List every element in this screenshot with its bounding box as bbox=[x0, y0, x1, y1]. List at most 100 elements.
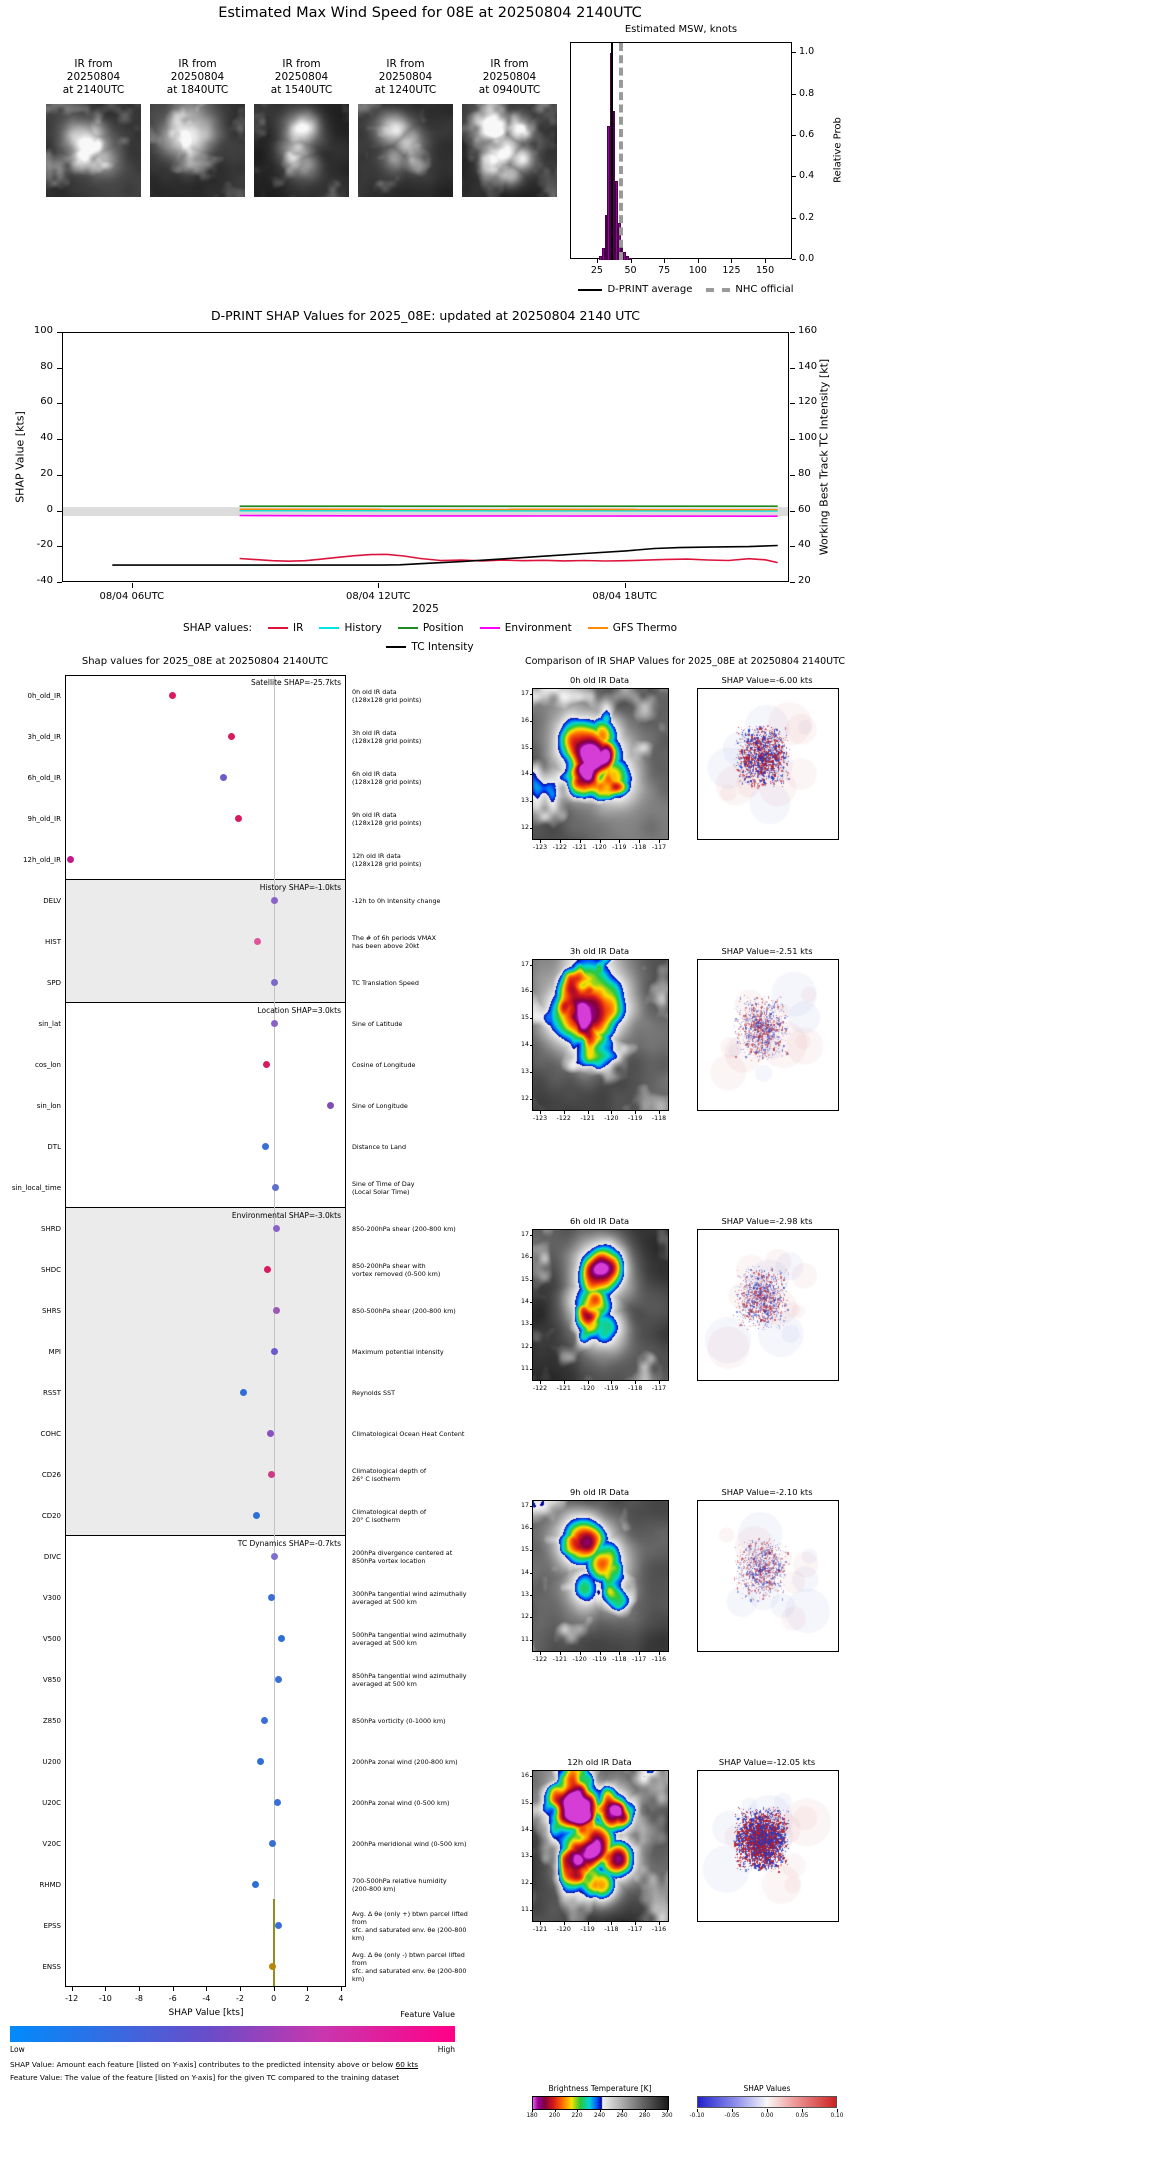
ir-xtick-mark bbox=[563, 1110, 565, 1114]
dotplot-section-label: Satellite SHAP=-25.7kts bbox=[250, 678, 341, 687]
ir-xtick-label: -118 bbox=[632, 844, 647, 851]
ts-legend-swatch bbox=[268, 627, 289, 629]
series-ir bbox=[239, 553, 778, 564]
shap-cb-tick-mark bbox=[697, 2109, 698, 2112]
feature-dot-DTL bbox=[261, 1143, 269, 1150]
ir-ytick-mark bbox=[530, 1369, 533, 1370]
feature-name-HIST: HIST bbox=[44, 937, 61, 946]
series-tc-intensity bbox=[112, 544, 778, 566]
feature-value-colorbar-title: Feature Value bbox=[400, 2010, 455, 2019]
dotplot-xtick-mark bbox=[307, 1987, 309, 1991]
feature-name-MPI: MPI bbox=[48, 1347, 61, 1356]
ir-ytick-label: 12 bbox=[520, 824, 529, 831]
ts-xtick-mark bbox=[378, 583, 380, 588]
feature-dot-SHDC bbox=[264, 1266, 272, 1273]
ir-ytick-mark bbox=[530, 1346, 533, 1348]
dotplot-xtick-label: -10 bbox=[98, 1994, 112, 2003]
ts-xtick-label: 08/04 06UTC bbox=[99, 591, 165, 602]
feature-dot-SHRS bbox=[272, 1307, 280, 1314]
histogram-xtick-label: 150 bbox=[756, 265, 775, 276]
histogram-xtick-mark bbox=[731, 259, 733, 263]
ts-left-tick-mark bbox=[57, 582, 62, 583]
feature-dot-CD26 bbox=[267, 1471, 275, 1478]
feature-name-SHRS: SHRS bbox=[41, 1306, 61, 1315]
ir-xtick-mark bbox=[540, 840, 541, 843]
footnote-underlined-text: 60 kts bbox=[395, 2060, 419, 2069]
ir-ytick-mark bbox=[530, 1018, 533, 1020]
bt-cb-tick-label: 180 bbox=[526, 2113, 538, 2119]
feature-name-COHC: COHC bbox=[40, 1429, 61, 1438]
ir-xtick-label: -119 bbox=[604, 1385, 619, 1392]
bt-cb-tick-mark bbox=[644, 2109, 646, 2112]
feature-desc: Sine of Latitude bbox=[352, 1019, 403, 1028]
ir-ytick-label: 16 bbox=[520, 716, 529, 724]
feature-desc: 200hPa meridional wind (0-500 km) bbox=[352, 1839, 467, 1848]
feature-desc: Avg. Δ θe (only +) btwn parcel lifted fr… bbox=[352, 1909, 468, 1942]
ir-xtick-mark bbox=[635, 1110, 637, 1114]
ir-thumbnail-canvas-0 bbox=[46, 104, 141, 197]
ir-xtick-label: -117 bbox=[632, 1655, 647, 1663]
feature-dot-SPD bbox=[270, 979, 278, 986]
ir-xtick-mark bbox=[579, 1651, 581, 1655]
ir-thumbnail-label: IR from 20250804 at 1240UTC bbox=[352, 58, 459, 97]
ir-xtick-mark bbox=[659, 1381, 660, 1384]
ir-thumbnail-3: IR from 20250804 at 1240UTC bbox=[358, 58, 453, 198]
feature-desc: Climatological depth of 20° C isotherm bbox=[352, 1507, 427, 1524]
histogram-ytick-label: 0.8 bbox=[799, 87, 815, 99]
ir-xtick-mark bbox=[659, 1922, 660, 1925]
ts-legend-swatch bbox=[386, 646, 407, 648]
series-environment bbox=[239, 514, 778, 517]
ir-xtick-mark bbox=[619, 840, 621, 843]
timeseries-title: D-PRINT SHAP Values for 2025_08E: update… bbox=[210, 308, 641, 323]
ts-legend-label: TC Intensity bbox=[411, 641, 474, 653]
histogram-ytick-label: 0.0 bbox=[799, 253, 815, 264]
feature-desc: Maximum potential intensity bbox=[352, 1347, 444, 1356]
feature-dot-DIVC bbox=[270, 1553, 278, 1560]
ir-thumbnail-label-line: 20250804 bbox=[170, 71, 225, 83]
ts-left-tick-mark bbox=[57, 439, 62, 441]
ir-xtick-label: -117 bbox=[628, 1926, 643, 1933]
feature-desc: 200hPa zonal wind (0-500 km) bbox=[352, 1798, 450, 1807]
ir-ytick-mark bbox=[530, 1302, 533, 1303]
shap-cb-tick-label: -0.10 bbox=[689, 2113, 705, 2119]
ir-ytick-mark bbox=[530, 1505, 533, 1507]
histogram-legend: D-PRINT average NHC official bbox=[555, 284, 817, 295]
ts-legend-item: Position bbox=[397, 622, 464, 634]
histogram-xtick-mark bbox=[630, 259, 632, 263]
ts-legend-swatch bbox=[587, 627, 608, 629]
dotplot-xtick-mark bbox=[71, 1987, 73, 1991]
shap-map-canvas-4 bbox=[697, 1770, 839, 1922]
ts-left-tick-label: 0 bbox=[46, 503, 53, 515]
dotplot-xtick-label: -8 bbox=[135, 1994, 144, 2003]
shap-row-title-0: SHAP Value=-6.00 kts bbox=[721, 675, 813, 685]
feature-desc: 6h old IR data (128x128 grid points) bbox=[352, 769, 422, 786]
ir-ytick-label: 13 bbox=[520, 1320, 529, 1328]
ir-xtick-label: -117 bbox=[651, 1385, 667, 1392]
ts-legend-label: Position bbox=[422, 622, 464, 634]
dotplot-xtick-label: -6 bbox=[168, 1994, 177, 2003]
ir-ytick-label: 14 bbox=[520, 1825, 529, 1833]
histogram-xtick-mark bbox=[765, 259, 767, 263]
ts-left-tick-mark bbox=[57, 367, 62, 369]
ts-right-tick-label: 140 bbox=[798, 360, 818, 372]
ir-thumbnail-canvas-4 bbox=[462, 104, 557, 197]
bt-cb-tick-mark bbox=[532, 2109, 533, 2112]
ir-ytick-mark bbox=[530, 720, 533, 722]
shap-timeseries-panel: D-PRINT SHAP Values for 2025_08E: update… bbox=[0, 302, 860, 658]
ir-ytick-label: 11 bbox=[520, 1635, 529, 1643]
footnote-text: SHAP Value: Amount each feature [listed … bbox=[10, 2060, 396, 2069]
ir-xtick-mark bbox=[635, 1381, 637, 1384]
histogram-bar bbox=[623, 251, 627, 260]
ts-right-tick-mark bbox=[790, 546, 795, 548]
histogram-xtick-label: 25 bbox=[590, 265, 603, 276]
shap-cb-tick-label: 0.00 bbox=[760, 2113, 774, 2119]
ts-left-tick-mark bbox=[57, 332, 62, 333]
ir-ytick-label: 11 bbox=[520, 1906, 529, 1913]
feature-desc: 850-200hPa shear with vortex removed (0-… bbox=[352, 1261, 441, 1278]
feature-desc: 850-200hPa shear (200-800 km) bbox=[352, 1224, 456, 1233]
feature-value-colorbar bbox=[10, 2026, 455, 2042]
ir-xtick-mark bbox=[559, 840, 561, 843]
feature-dot-U20C bbox=[273, 1799, 281, 1806]
shap-cb-tick-mark bbox=[767, 2109, 768, 2112]
feature-desc: 200hPa divergence centered at 850hPa vor… bbox=[352, 1548, 453, 1565]
